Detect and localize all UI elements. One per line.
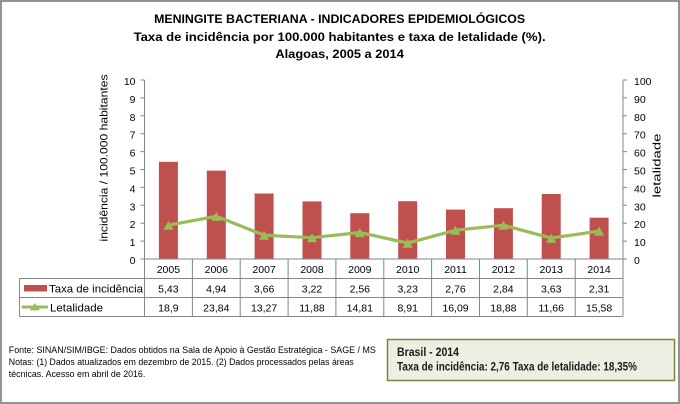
svg-text:18,88: 18,88 bbox=[490, 303, 516, 315]
svg-text:3,63: 3,63 bbox=[541, 284, 562, 296]
svg-text:Notas: (1) Dados atualizados e: Notas: (1) Dados atualizados em dezembro… bbox=[9, 357, 354, 367]
svg-text:4: 4 bbox=[130, 183, 136, 195]
svg-text:9: 9 bbox=[130, 94, 136, 106]
svg-text:30: 30 bbox=[634, 201, 646, 213]
svg-text:20: 20 bbox=[634, 219, 646, 231]
svg-text:2007: 2007 bbox=[252, 264, 276, 276]
svg-text:23,84: 23,84 bbox=[203, 303, 229, 315]
svg-text:MENINGITE BACTERIANA - INDICAD: MENINGITE BACTERIANA - INDICADORES EPIDE… bbox=[154, 11, 525, 26]
svg-text:7: 7 bbox=[130, 130, 136, 142]
svg-text:3: 3 bbox=[130, 201, 136, 213]
svg-text:8: 8 bbox=[130, 112, 136, 124]
svg-text:6: 6 bbox=[130, 148, 136, 160]
svg-text:Fonte: SINAN/SIM/IBGE: Dados o: Fonte: SINAN/SIM/IBGE: Dados obtidos na … bbox=[9, 345, 376, 355]
svg-text:2006: 2006 bbox=[205, 264, 229, 276]
svg-text:2010: 2010 bbox=[396, 264, 420, 276]
svg-text:2005: 2005 bbox=[157, 264, 181, 276]
svg-text:2009: 2009 bbox=[348, 264, 372, 276]
svg-text:18,9: 18,9 bbox=[158, 303, 179, 315]
svg-text:2013: 2013 bbox=[540, 264, 564, 276]
svg-text:letalidade: letalidade bbox=[652, 134, 664, 198]
svg-text:90: 90 bbox=[634, 94, 646, 106]
svg-text:10: 10 bbox=[124, 76, 136, 88]
svg-text:1: 1 bbox=[130, 237, 136, 249]
svg-text:5,43: 5,43 bbox=[158, 284, 179, 296]
svg-text:Taxa de incidência: 2,76 Taxa: Taxa de incidência: 2,76 Taxa de letalid… bbox=[397, 362, 637, 374]
svg-text:50: 50 bbox=[634, 166, 646, 178]
svg-text:Brasil - 2014: Brasil - 2014 bbox=[397, 347, 460, 359]
svg-text:10: 10 bbox=[634, 237, 646, 249]
svg-text:2,76: 2,76 bbox=[445, 284, 466, 296]
svg-text:2014: 2014 bbox=[587, 264, 611, 276]
svg-text:2,56: 2,56 bbox=[350, 284, 371, 296]
svg-text:3,66: 3,66 bbox=[254, 284, 275, 296]
svg-text:3,23: 3,23 bbox=[397, 284, 418, 296]
svg-text:13,27: 13,27 bbox=[251, 303, 277, 315]
svg-text:11,66: 11,66 bbox=[538, 303, 564, 315]
svg-text:Taxa de incidência: Taxa de incidência bbox=[49, 284, 144, 296]
svg-text:técnicas. Acesso em abril de 2: técnicas. Acesso em abril de 2016. bbox=[9, 369, 146, 379]
svg-text:2008: 2008 bbox=[300, 264, 324, 276]
svg-text:15,58: 15,58 bbox=[586, 303, 612, 315]
svg-text:4,94: 4,94 bbox=[206, 284, 227, 296]
svg-text:2,84: 2,84 bbox=[493, 284, 514, 296]
svg-text:2011: 2011 bbox=[444, 264, 467, 276]
svg-text:60: 60 bbox=[634, 148, 646, 160]
svg-text:Letalidade: Letalidade bbox=[50, 303, 103, 315]
svg-text:8,91: 8,91 bbox=[397, 303, 418, 315]
svg-text:0: 0 bbox=[634, 255, 640, 267]
svg-text:100: 100 bbox=[634, 76, 652, 88]
svg-text:5: 5 bbox=[130, 166, 136, 178]
svg-text:2012: 2012 bbox=[492, 264, 516, 276]
svg-text:11,88: 11,88 bbox=[299, 303, 325, 315]
svg-text:Alagoas, 2005 a 2014: Alagoas, 2005 a 2014 bbox=[275, 47, 404, 61]
svg-text:16,09: 16,09 bbox=[442, 303, 468, 315]
svg-text:2: 2 bbox=[130, 219, 136, 231]
svg-text:incidência / 100.000 habitante: incidência / 100.000 habitantes bbox=[99, 74, 111, 242]
svg-text:0: 0 bbox=[130, 255, 136, 267]
svg-text:40: 40 bbox=[634, 183, 646, 195]
svg-text:14,81: 14,81 bbox=[347, 303, 373, 315]
svg-text:Taxa de incidência por 100.000: Taxa de incidência por 100.000 habitante… bbox=[134, 30, 546, 44]
svg-text:2,31: 2,31 bbox=[589, 284, 610, 296]
svg-text:80: 80 bbox=[634, 112, 646, 124]
svg-text:70: 70 bbox=[634, 130, 646, 142]
svg-text:3,22: 3,22 bbox=[302, 284, 323, 296]
